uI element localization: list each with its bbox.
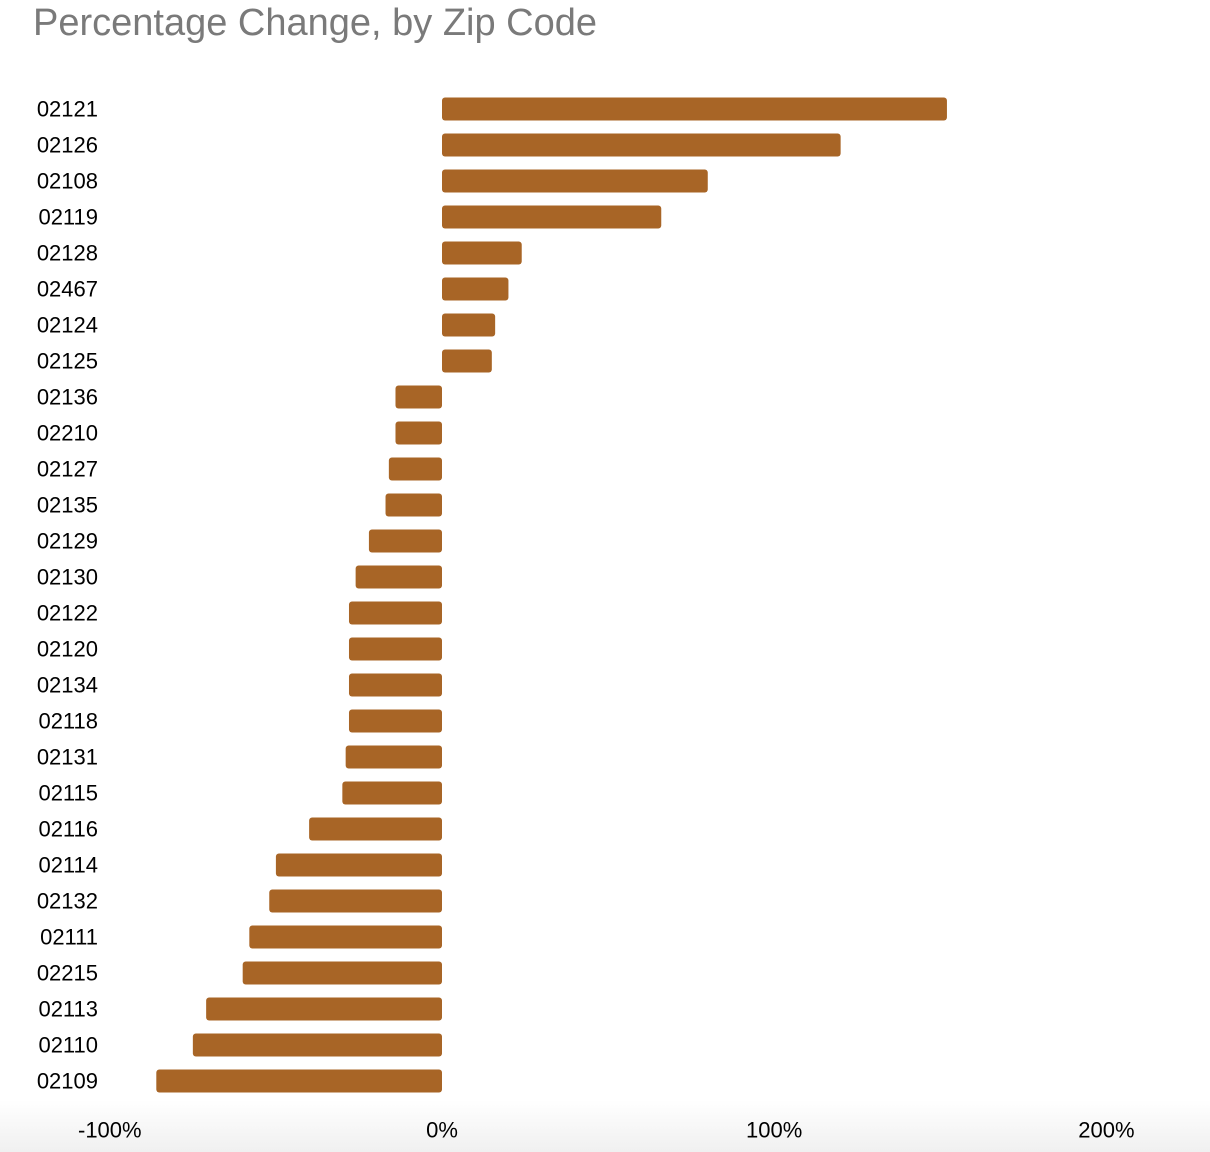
category-label: 02131 [37, 745, 98, 770]
category-label: 02118 [38, 709, 98, 734]
bar-02124[interactable] [442, 313, 496, 337]
category-label: 02115 [38, 781, 98, 806]
bar-02122[interactable] [348, 601, 442, 625]
bar-02215[interactable] [242, 961, 442, 985]
bar-02126[interactable] [442, 133, 841, 157]
category-label: 02129 [37, 529, 98, 554]
bar-02127[interactable] [388, 457, 442, 481]
bar-02119[interactable] [442, 205, 662, 229]
category-label: 02215 [37, 961, 98, 986]
bar-02467[interactable] [442, 277, 509, 301]
x-axis-band [0, 1100, 1210, 1152]
bar-02135[interactable] [385, 493, 442, 517]
x-tick-label: 0% [426, 1118, 458, 1143]
bar-02113[interactable] [206, 997, 442, 1021]
category-label: 02119 [38, 205, 98, 230]
category-label: 02132 [37, 889, 98, 914]
category-label: 02134 [37, 673, 98, 698]
bar-02114[interactable] [275, 853, 442, 877]
chart-title: Percentage Change, by Zip Code [33, 2, 598, 44]
x-tick-label: 100% [746, 1118, 802, 1143]
category-label: 02210 [37, 421, 98, 446]
bar-02120[interactable] [348, 637, 442, 661]
category-label: 02126 [37, 133, 98, 158]
x-tick-label: -100% [78, 1118, 142, 1143]
category-label: 02125 [37, 349, 98, 374]
category-label: 02109 [37, 1069, 98, 1094]
bar-02109[interactable] [156, 1069, 443, 1093]
category-label: 02114 [38, 853, 98, 878]
bar-02118[interactable] [348, 709, 442, 733]
bar-02132[interactable] [269, 889, 442, 913]
category-label: 02135 [37, 493, 98, 518]
bar-02134[interactable] [348, 673, 442, 697]
category-label: 02110 [38, 1033, 98, 1058]
bar-02121[interactable] [442, 97, 947, 121]
category-label: 02127 [37, 457, 98, 482]
bar-02131[interactable] [345, 745, 442, 769]
category-label: 02122 [37, 601, 98, 626]
bar-02111[interactable] [249, 925, 442, 949]
bar-02110[interactable] [192, 1033, 442, 1057]
category-label: 02130 [37, 565, 98, 590]
bar-02128[interactable] [442, 241, 522, 265]
x-tick-label: 200% [1078, 1118, 1134, 1143]
category-label: 02467 [37, 277, 98, 302]
category-label: 02111 [40, 925, 98, 950]
category-label: 02128 [37, 241, 98, 266]
bar-02125[interactable] [442, 349, 492, 373]
category-label: 02136 [37, 385, 98, 410]
bar-02129[interactable] [368, 529, 442, 553]
category-label: 02113 [38, 997, 98, 1022]
category-label: 02108 [37, 169, 98, 194]
bar-02130[interactable] [355, 565, 442, 589]
category-label: 02124 [37, 313, 98, 338]
bar-02108[interactable] [442, 169, 708, 193]
bar-02210[interactable] [395, 421, 442, 445]
bar-02115[interactable] [342, 781, 442, 805]
category-label: 02120 [37, 637, 98, 662]
bar-02116[interactable] [309, 817, 442, 841]
category-label: 02121 [37, 97, 98, 122]
category-label: 02116 [38, 817, 98, 842]
bar-02136[interactable] [395, 385, 442, 409]
